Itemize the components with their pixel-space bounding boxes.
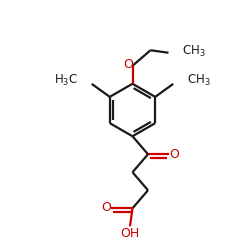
Text: O: O bbox=[123, 58, 133, 71]
Text: O: O bbox=[169, 148, 179, 161]
Text: CH$_3$: CH$_3$ bbox=[187, 73, 211, 88]
Text: OH: OH bbox=[120, 227, 139, 240]
Text: H$_3$C: H$_3$C bbox=[54, 73, 78, 88]
Text: O: O bbox=[101, 201, 111, 214]
Text: CH$_3$: CH$_3$ bbox=[182, 44, 206, 59]
